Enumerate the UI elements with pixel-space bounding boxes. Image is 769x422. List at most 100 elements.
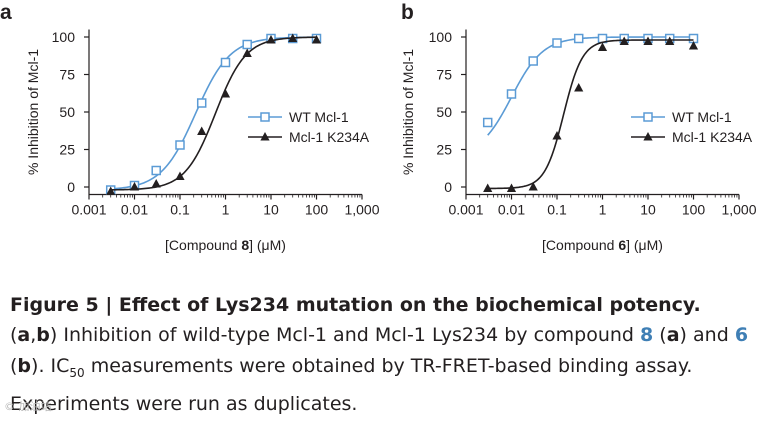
y-axis-title: % Inhibition of Mcl-1	[25, 49, 41, 175]
caption-paren-b-open: (	[10, 355, 18, 377]
legend-label: WT Mcl-1	[672, 109, 732, 125]
data-point	[151, 179, 161, 188]
data-point	[220, 89, 231, 98]
data-point	[528, 56, 538, 66]
caption-ref-a: a	[17, 324, 31, 346]
data-point	[665, 36, 675, 45]
data-point	[506, 183, 517, 192]
data-point	[597, 42, 608, 51]
series-k234a	[106, 33, 322, 195]
x-tick-label: 10	[263, 202, 279, 218]
data-point	[482, 117, 493, 128]
x-tick-label: 0.1	[547, 202, 567, 218]
y-tick-label: 0	[444, 179, 452, 195]
x-tick-label: 100	[682, 202, 706, 218]
data-point	[242, 39, 252, 50]
legend: WT Mcl-1 Mcl-1 K234A	[248, 109, 370, 145]
caption-ic: IC	[50, 355, 70, 377]
y-tick-label: 50	[436, 104, 452, 120]
fit-curve	[487, 36, 694, 136]
x-tick-label: 1,000	[721, 202, 756, 218]
y-tick-label: 25	[436, 142, 452, 158]
data-point	[288, 33, 298, 42]
x-axis-title: [Compound 6] (μM)	[542, 237, 663, 253]
data-point	[197, 126, 207, 135]
chart-panel-b: b 0 25 50 75 100 0.001 0.01 0.1 1 10 100 1,000 [Compo…	[400, 1, 757, 253]
data-point	[220, 57, 231, 68]
data-point	[175, 171, 185, 180]
caption-ref-b: b	[36, 324, 50, 346]
data-point	[483, 183, 493, 192]
panel-letter: a	[0, 1, 12, 24]
x-tick-label: 1,000	[344, 202, 379, 218]
data-point	[506, 89, 517, 99]
watermark: © 加油站	[4, 400, 52, 413]
x-tick-label: 1	[222, 202, 230, 218]
caption-body: (a,b) Inhibition of wild-type Mcl-1 and …	[10, 320, 765, 420]
y-axis-title: % Inhibition of Mcl-1	[400, 49, 416, 175]
data-point	[643, 36, 653, 45]
fit-curve	[487, 39, 694, 190]
caption-comma: ,	[30, 324, 37, 346]
caption-ref-a2: a	[666, 324, 680, 346]
x-tick-label: 0.001	[71, 202, 106, 218]
caption-paren-open: (	[10, 324, 18, 346]
x-tick-label: 0.001	[448, 202, 483, 218]
caption-line2-text: measurements were obtained by TR-FRET-ba…	[10, 355, 693, 415]
data-point	[196, 98, 207, 108]
y-tick-label: 0	[67, 179, 75, 195]
caption-ic-sub: 50	[69, 365, 85, 380]
caption-line1-text: ) Inhibition of wild-type Mcl-1 and Mcl-…	[49, 324, 641, 346]
x-tick-label: 10	[640, 202, 656, 218]
y-tick-label: 75	[436, 67, 452, 83]
legend-marker	[643, 112, 653, 122]
x-axis-title: [Compound 8] (μM)	[165, 237, 286, 253]
panel-letter: b	[401, 1, 414, 24]
data-point	[175, 140, 185, 150]
data-point	[688, 41, 699, 50]
data-point	[573, 33, 584, 44]
data-point	[574, 83, 584, 92]
series-k234a	[483, 36, 699, 192]
legend-label: WT Mcl-1	[289, 109, 349, 125]
legend-marker	[260, 132, 270, 141]
legend-marker	[260, 112, 270, 122]
caption-compound-8: 8	[640, 324, 654, 346]
data-point	[552, 38, 562, 48]
fit-curve	[110, 36, 317, 190]
caption-compound-6: 6	[734, 324, 749, 346]
data-point	[266, 35, 276, 44]
data-point	[528, 182, 538, 191]
fit-curve	[110, 36, 317, 191]
caption-ref-b2: b	[17, 355, 32, 377]
data-point	[106, 186, 116, 195]
figure-caption: Figure 5 | Effect of Lys234 mutation on …	[10, 290, 765, 420]
y-tick-label: 75	[59, 67, 75, 83]
data-point	[151, 165, 161, 176]
legend: WT Mcl-1 Mcl-1 K234A	[631, 109, 753, 145]
x-tick-label: 0.1	[170, 202, 190, 218]
caption-paren-a-close: )	[679, 324, 687, 346]
legend-marker	[643, 132, 653, 141]
x-tick-label: 100	[305, 202, 329, 218]
caption-paren-b-close: ).	[31, 355, 51, 377]
data-point	[129, 182, 140, 191]
data-point	[619, 36, 629, 45]
y-tick-label: 100	[52, 29, 76, 45]
legend-label: Mcl-1 K234A	[672, 129, 753, 145]
data-point	[311, 35, 322, 44]
y-tick-label: 50	[59, 104, 75, 120]
x-tick-label: 0.01	[121, 202, 148, 218]
data-point	[552, 131, 562, 140]
x-tick-label: 1	[599, 202, 607, 218]
caption-title: Figure 5 | Effect of Lys234 mutation on …	[10, 294, 701, 316]
y-tick-label: 100	[429, 29, 453, 45]
y-tick-label: 25	[59, 142, 75, 158]
data-point	[242, 48, 252, 57]
chart-panel-a: a 0 25 50 75 100 0.001 0.01 0.1 1 10 100 1,000 [Compo…	[0, 1, 380, 253]
x-tick-label: 0.01	[498, 202, 525, 218]
legend-label: Mcl-1 K234A	[289, 129, 370, 145]
series-wt	[482, 33, 699, 136]
caption-paren-a-open: (	[653, 324, 667, 346]
